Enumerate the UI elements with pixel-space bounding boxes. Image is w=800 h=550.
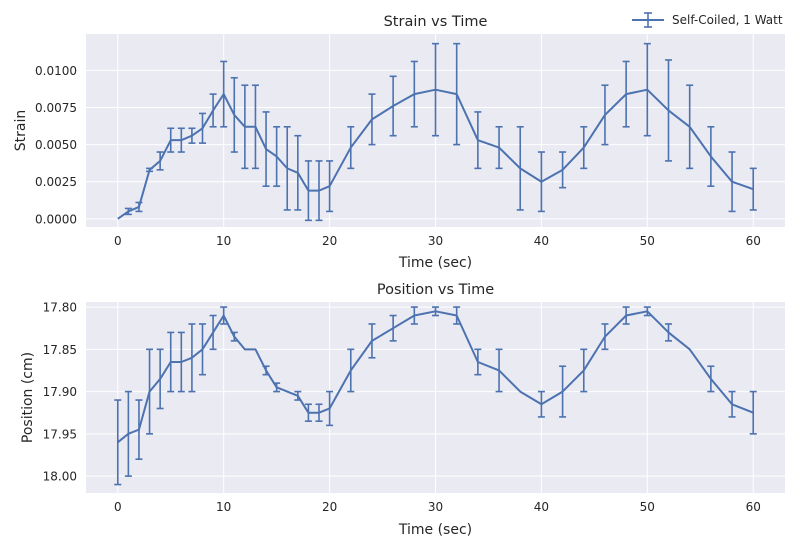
strain-x-tick-label: 40 bbox=[534, 234, 549, 248]
strain-x-tick-label: 0 bbox=[114, 234, 122, 248]
legend-label: Self-Coiled, 1 Watt bbox=[672, 13, 783, 27]
strain-y-tick-label: 0.0075 bbox=[35, 101, 77, 115]
position-chart: 0 10 20 30 40 50 60 17.8017.8517.9017.9518.00 … bbox=[20, 282, 785, 538]
strain-y-tick-label: 0.0050 bbox=[35, 138, 77, 152]
strain-x-ticks: 0 10 20 30 40 50 60 bbox=[114, 234, 761, 248]
position-x-ticks: 0 10 20 30 40 50 60 bbox=[114, 500, 761, 514]
position-x-tick-label: 0 bbox=[114, 500, 122, 514]
strain-x-tick-label: 30 bbox=[428, 234, 443, 248]
strain-y-ticks: 0.0000 0.0025 0.0050 0.0075 0.0100 bbox=[35, 64, 77, 226]
strain-x-tick-label: 10 bbox=[216, 234, 231, 248]
position-x-axis-label: Time (sec) bbox=[398, 522, 472, 538]
position-y-tick-label: 17.85 bbox=[43, 343, 77, 357]
position-x-tick-label: 50 bbox=[640, 500, 655, 514]
strain-series-line bbox=[117, 88, 754, 220]
position-y-tick-label: 17.90 bbox=[43, 385, 77, 399]
legend: Self-Coiled, 1 Watt bbox=[632, 12, 783, 28]
strain-y-tick-label: 0.0000 bbox=[35, 212, 77, 226]
position-chart-title: Position vs Time bbox=[377, 282, 494, 298]
position-y-tick-label: 18.00 bbox=[43, 470, 77, 484]
strain-y-axis-label: Strain bbox=[13, 110, 29, 151]
strain-x-tick-label: 50 bbox=[640, 234, 655, 248]
strain-chart: 0 10 20 30 40 50 60 0.00000.00250.00500.00750.… bbox=[13, 14, 785, 271]
position-x-tick-label: 60 bbox=[746, 500, 761, 514]
strain-chart-title: Strain vs Time bbox=[384, 14, 488, 30]
position-series-line bbox=[117, 310, 754, 444]
strain-x-tick-label: 20 bbox=[322, 234, 337, 248]
position-grid bbox=[86, 302, 785, 493]
position-y-tick-label: 17.80 bbox=[43, 301, 77, 315]
strain-x-tick-label: 60 bbox=[746, 234, 761, 248]
position-y-tick-label: 17.95 bbox=[43, 427, 77, 441]
strain-x-axis-label: Time (sec) bbox=[398, 255, 472, 271]
position-y-axis-label: Position (cm) bbox=[20, 352, 36, 443]
position-x-tick-label: 30 bbox=[428, 500, 443, 514]
position-x-tick-label: 10 bbox=[216, 500, 231, 514]
position-x-tick-label: 40 bbox=[534, 500, 549, 514]
strain-y-tick-label: 0.0025 bbox=[35, 175, 77, 189]
position-x-tick-label: 20 bbox=[322, 500, 337, 514]
strain-y-tick-label: 0.0100 bbox=[35, 64, 77, 78]
position-y-ticks: 17.80 17.85 17.90 17.95 18.00 bbox=[43, 301, 77, 484]
